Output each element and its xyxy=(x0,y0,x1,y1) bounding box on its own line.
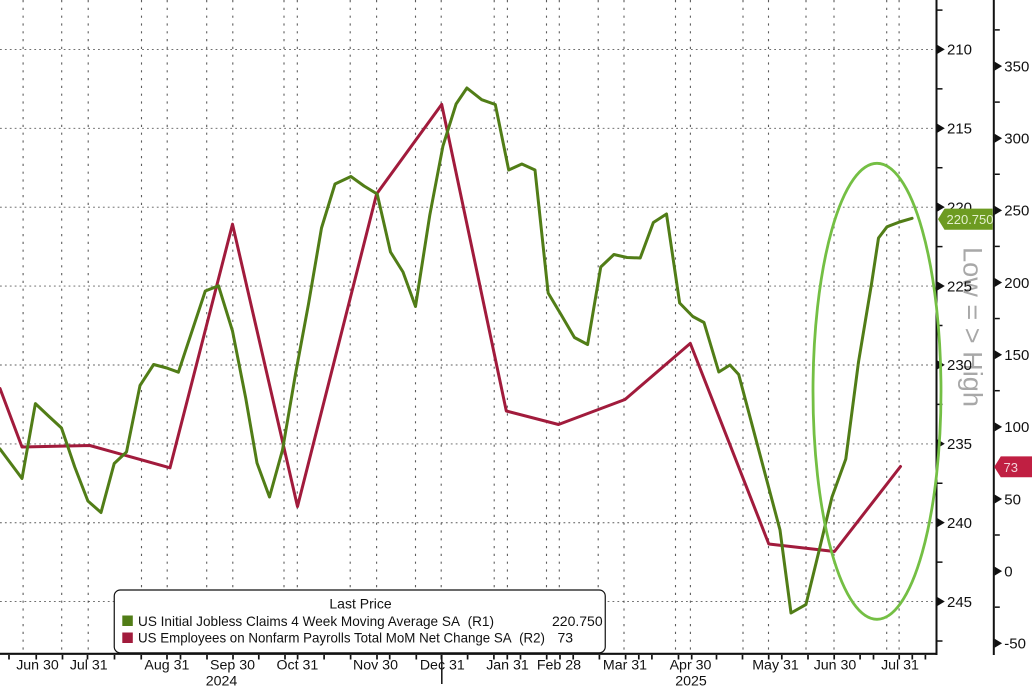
svg-text:210: 210 xyxy=(947,42,972,59)
svg-text:100: 100 xyxy=(1004,419,1029,436)
svg-text:Jun 30: Jun 30 xyxy=(814,658,857,674)
svg-text:2024: 2024 xyxy=(206,674,238,686)
svg-text:May 31: May 31 xyxy=(752,658,799,674)
svg-text:50: 50 xyxy=(1004,491,1021,508)
svg-text:235: 235 xyxy=(947,436,972,453)
svg-text:300: 300 xyxy=(1004,131,1029,148)
svg-text:73: 73 xyxy=(1004,460,1018,475)
svg-text:350: 350 xyxy=(1004,58,1029,75)
svg-text:Sep 30: Sep 30 xyxy=(210,658,255,674)
svg-text:Jul 31: Jul 31 xyxy=(70,658,108,674)
svg-text:2025: 2025 xyxy=(675,674,707,686)
svg-text:220.750: 220.750 xyxy=(552,613,603,629)
svg-text:Jul 31: Jul 31 xyxy=(881,658,919,674)
svg-text:US Initial Jobless Claims 4 We: US Initial Jobless Claims 4 Week Moving … xyxy=(138,613,494,629)
svg-text:230: 230 xyxy=(947,357,972,374)
svg-text:Oct 31: Oct 31 xyxy=(277,658,319,674)
svg-text:220.750: 220.750 xyxy=(947,212,994,227)
svg-text:Apr 30: Apr 30 xyxy=(670,658,712,674)
svg-text:Low = > High: Low = > High xyxy=(958,247,988,407)
svg-text:215: 215 xyxy=(947,121,972,138)
svg-text:245: 245 xyxy=(947,594,972,611)
svg-text:Mar 31: Mar 31 xyxy=(603,658,647,674)
svg-text:-50: -50 xyxy=(1004,636,1026,653)
svg-text:Dec 31: Dec 31 xyxy=(420,658,465,674)
svg-text:150: 150 xyxy=(1004,347,1029,364)
svg-text:Nov 30: Nov 30 xyxy=(353,658,398,674)
svg-text:240: 240 xyxy=(947,515,972,532)
svg-text:73: 73 xyxy=(558,630,574,646)
svg-text:US Employees on Nonfarm Payrol: US Employees on Nonfarm Payrolls Total M… xyxy=(138,630,545,646)
svg-text:200: 200 xyxy=(1004,275,1029,292)
svg-text:Jun 30: Jun 30 xyxy=(16,658,59,674)
svg-text:Jan 31: Jan 31 xyxy=(486,658,529,674)
svg-text:Aug 31: Aug 31 xyxy=(144,658,189,674)
svg-text:0: 0 xyxy=(1004,563,1012,580)
svg-text:Feb 28: Feb 28 xyxy=(537,658,581,674)
svg-text:Last Price: Last Price xyxy=(329,596,391,612)
svg-text:250: 250 xyxy=(1004,203,1029,220)
svg-text:225: 225 xyxy=(947,278,972,295)
